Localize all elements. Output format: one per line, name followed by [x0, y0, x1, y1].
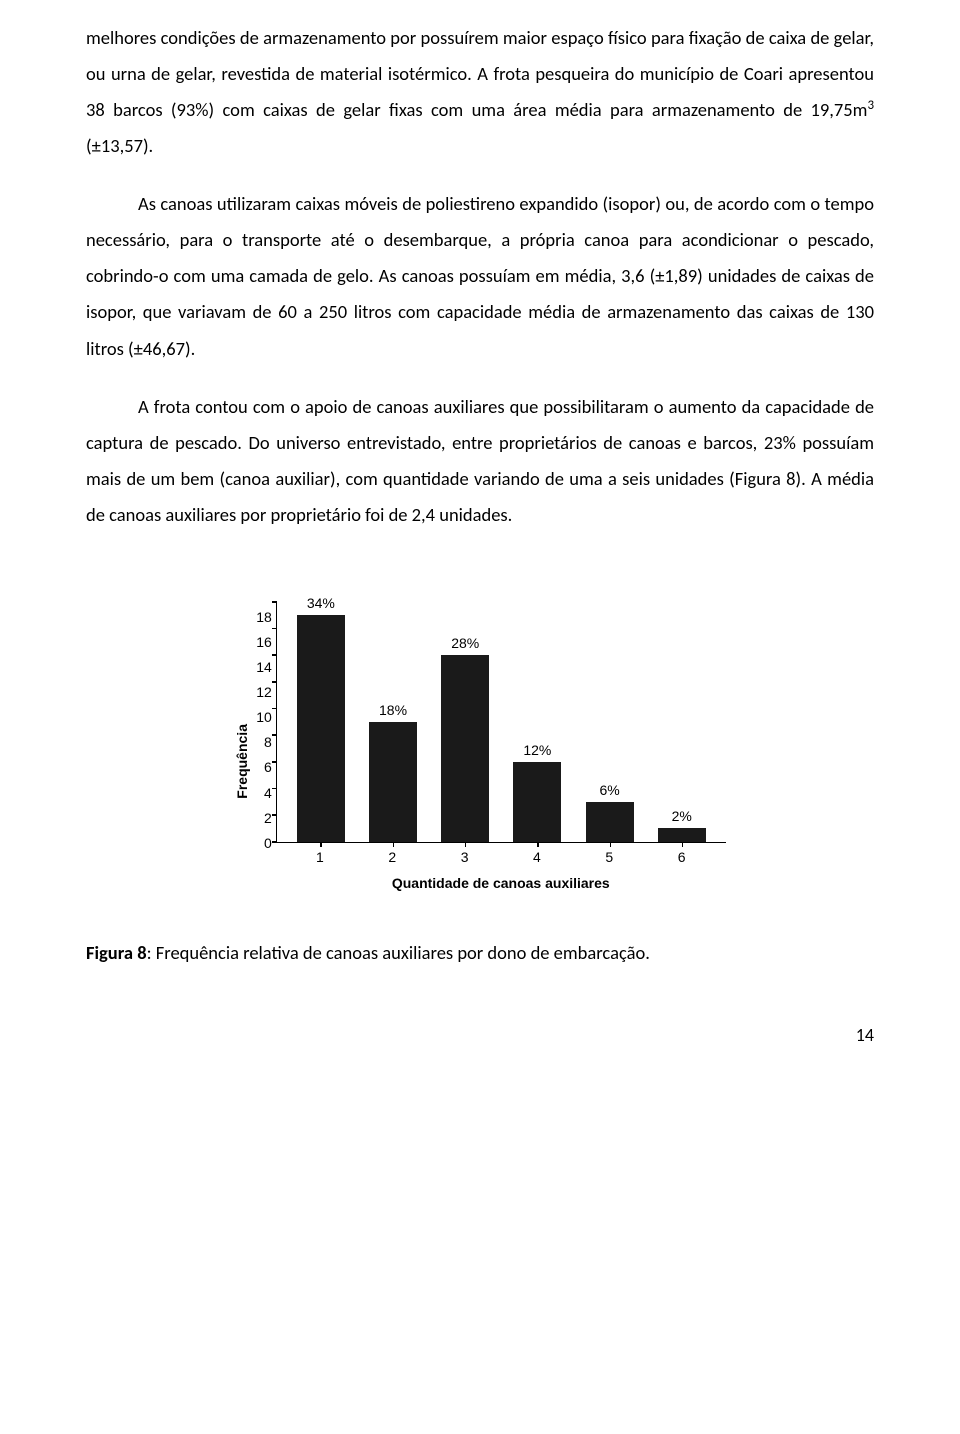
bar	[369, 722, 417, 842]
y-tick-label: 8	[264, 735, 272, 749]
paragraph-2: As canoas utilizaram caixas móveis de po…	[86, 186, 874, 366]
x-axis-ticks: 123456	[276, 843, 726, 865]
y-tick-mark	[272, 841, 277, 843]
figure-caption-rest: : Frequência relativa de canoas auxiliar…	[147, 941, 650, 964]
bar-group: 2%	[646, 808, 718, 841]
y-tick-mark	[272, 788, 277, 790]
x-tick-label: 3	[428, 849, 500, 865]
x-tick-label: 4	[501, 849, 573, 865]
bar-group: 28%	[429, 635, 501, 842]
bar	[586, 802, 634, 842]
plot-column: 34%18%28%12%6%2% 123456 Quantidade de ca…	[276, 603, 726, 891]
x-axis-label: Quantidade de canoas auxiliares	[276, 875, 726, 891]
y-tick-label: 0	[264, 836, 272, 850]
paragraph-3: A frota contou com o apoio de canoas aux…	[86, 389, 874, 533]
y-tick-label: 4	[264, 786, 272, 800]
bar-group: 34%	[285, 595, 357, 842]
x-tick-label: 5	[573, 849, 645, 865]
bar	[441, 655, 489, 842]
paragraph-1-text-a: melhores condições de armazenamento por …	[86, 26, 874, 121]
chart-container: Frequência 181614121086420 34%18%28%12%6…	[86, 603, 874, 891]
bar-group: 6%	[573, 782, 645, 842]
x-tick-mark	[465, 842, 467, 847]
bar-chart: Frequência 181614121086420 34%18%28%12%6…	[234, 603, 726, 891]
y-tick-label: 14	[256, 660, 272, 674]
bar	[513, 762, 561, 842]
y-tick-mark	[272, 681, 277, 683]
bar-value-label: 28%	[451, 635, 479, 651]
plot-area: 34%18%28%12%6%2%	[276, 603, 726, 843]
y-tick-mark	[272, 734, 277, 736]
paragraph-1-sup: 3	[867, 98, 874, 113]
y-tick-mark	[272, 654, 277, 656]
bar-group: 18%	[357, 702, 429, 842]
x-tick-mark	[320, 842, 322, 847]
y-tick-label: 18	[256, 610, 272, 624]
x-tick-mark	[682, 842, 684, 847]
y-axis-ticks: 181614121086420	[256, 603, 276, 843]
bar-value-label: 18%	[379, 702, 407, 718]
bar-value-label: 6%	[599, 782, 619, 798]
page-number: 14	[86, 1024, 874, 1046]
bar-value-label: 2%	[672, 808, 692, 824]
paragraph-1-text-b: (±13,57).	[86, 134, 153, 157]
y-tick-label: 2	[264, 811, 272, 825]
y-tick-label: 6	[264, 760, 272, 774]
y-tick-mark	[272, 628, 277, 630]
y-tick-mark	[272, 601, 277, 603]
paragraph-1: melhores condições de armazenamento por …	[86, 20, 874, 164]
bar	[658, 828, 706, 841]
x-tick-label: 6	[645, 849, 717, 865]
bar-value-label: 34%	[307, 595, 335, 611]
y-axis-label: Frequência	[234, 694, 250, 799]
figure-caption-prefix: Figura 8	[86, 941, 147, 964]
x-tick-label: 1	[284, 849, 356, 865]
page-content: melhores condições de armazenamento por …	[0, 0, 960, 1086]
x-tick-mark	[537, 842, 539, 847]
y-tick-label: 12	[256, 685, 272, 699]
y-tick-label: 16	[256, 635, 272, 649]
figure-caption: Figura 8: Frequência relativa de canoas …	[86, 941, 874, 964]
chart-inner: Frequência 181614121086420 34%18%28%12%6…	[234, 603, 726, 891]
x-tick-label: 2	[356, 849, 428, 865]
y-tick-mark	[272, 761, 277, 763]
bar-value-label: 12%	[523, 742, 551, 758]
x-tick-mark	[610, 842, 612, 847]
y-tick-mark	[272, 814, 277, 816]
y-tick-label: 10	[256, 710, 272, 724]
y-tick-mark	[272, 708, 277, 710]
bar	[297, 615, 345, 842]
bar-group: 12%	[501, 742, 573, 842]
x-tick-mark	[393, 842, 395, 847]
